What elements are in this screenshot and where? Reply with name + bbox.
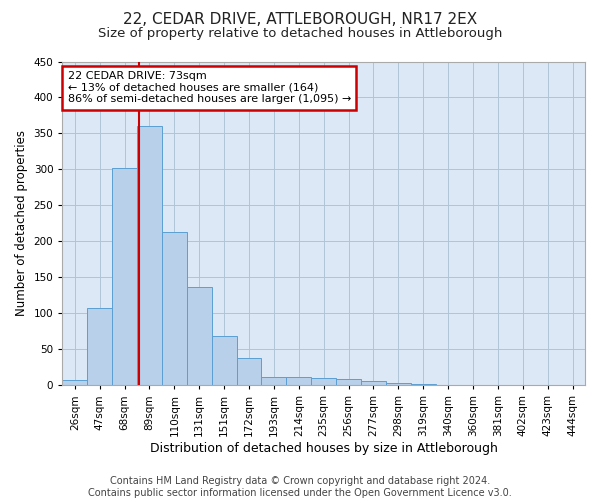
Bar [411,384,436,386]
Bar [436,384,461,386]
Text: Size of property relative to detached houses in Attleborough: Size of property relative to detached ho… [98,28,502,40]
Bar [87,308,112,386]
Bar [137,126,162,386]
Text: Contains HM Land Registry data © Crown copyright and database right 2024.
Contai: Contains HM Land Registry data © Crown c… [88,476,512,498]
Bar [212,336,236,386]
Text: 22 CEDAR DRIVE: 73sqm
← 13% of detached houses are smaller (164)
86% of semi-det: 22 CEDAR DRIVE: 73sqm ← 13% of detached … [68,71,351,104]
Bar [62,380,87,386]
Bar [386,383,411,386]
Bar [361,381,386,386]
Bar [262,376,286,386]
Y-axis label: Number of detached properties: Number of detached properties [15,130,28,316]
Bar [236,358,262,386]
Text: 22, CEDAR DRIVE, ATTLEBOROUGH, NR17 2EX: 22, CEDAR DRIVE, ATTLEBOROUGH, NR17 2EX [123,12,477,28]
Bar [112,168,137,386]
Bar [286,378,311,386]
Bar [162,232,187,386]
Bar [336,379,361,386]
Bar [187,288,212,386]
X-axis label: Distribution of detached houses by size in Attleborough: Distribution of detached houses by size … [150,442,497,455]
Bar [311,378,336,386]
